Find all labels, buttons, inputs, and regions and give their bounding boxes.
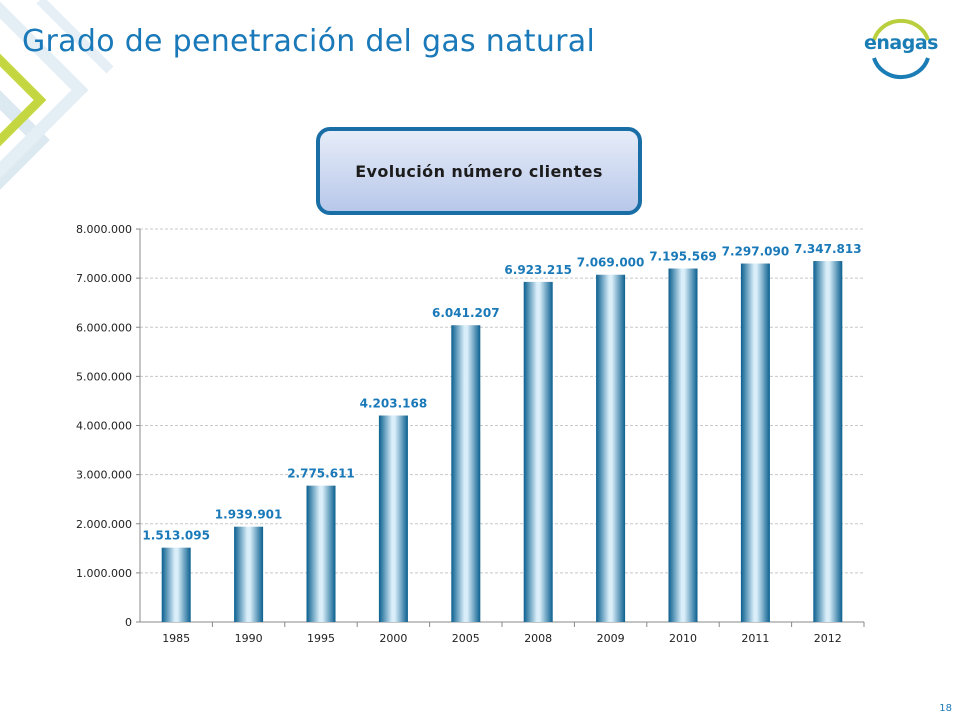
x-tick-label: 2011 — [741, 632, 769, 645]
y-tick-label: 7.000.000 — [76, 272, 132, 285]
x-tick-label: 2008 — [524, 632, 552, 645]
x-tick-label: 2009 — [597, 632, 625, 645]
bar — [451, 325, 481, 622]
x-tick-label: 2010 — [669, 632, 697, 645]
bar — [813, 261, 843, 622]
bar — [234, 526, 264, 622]
bar — [740, 263, 770, 622]
x-tick-label: 1985 — [162, 632, 190, 645]
data-label: 7.069.000 — [577, 256, 645, 270]
decorative-background-shapes — [0, 0, 114, 190]
y-tick-label: 8.000.000 — [76, 223, 132, 236]
bar — [161, 547, 191, 622]
y-tick-label: 0 — [125, 616, 132, 629]
chart-title-box: Evolución número clientes — [316, 127, 642, 215]
y-tick-label: 1.000.000 — [76, 567, 132, 580]
data-label: 6.923.215 — [504, 263, 572, 277]
x-tick-label: 1990 — [235, 632, 263, 645]
slide-title: Grado de penetración del gas natural — [22, 24, 596, 59]
bar — [523, 281, 553, 622]
y-tick-label: 4.000.000 — [76, 420, 132, 433]
data-label: 2.775.611 — [287, 467, 355, 481]
data-label: 7.297.090 — [722, 245, 790, 259]
enagas-logo: enagas — [860, 18, 942, 80]
x-tick-label: 1995 — [307, 632, 335, 645]
logo-text: enagas — [864, 32, 938, 54]
bar — [306, 485, 336, 622]
data-label: 4.203.168 — [360, 397, 428, 411]
bar — [596, 274, 626, 622]
y-tick-label: 5.000.000 — [76, 370, 132, 383]
y-tick-label: 2.000.000 — [76, 518, 132, 531]
y-tick-label: 6.000.000 — [76, 321, 132, 334]
logo-ring-icon — [872, 18, 930, 80]
x-tick-label: 2005 — [452, 632, 480, 645]
data-label: 1.939.901 — [215, 508, 283, 522]
data-label: 7.195.569 — [649, 250, 717, 264]
data-label: 7.347.813 — [794, 242, 862, 256]
x-tick-label: 2012 — [814, 632, 842, 645]
x-tick-label: 2000 — [379, 632, 407, 645]
data-label: 1.513.095 — [142, 529, 210, 543]
bar — [378, 415, 408, 622]
bar — [668, 268, 698, 622]
data-label: 6.041.207 — [432, 306, 500, 320]
y-tick-label: 3.000.000 — [76, 469, 132, 482]
page-number: 18 — [939, 703, 952, 714]
chart-title: Evolución número clientes — [355, 161, 603, 181]
